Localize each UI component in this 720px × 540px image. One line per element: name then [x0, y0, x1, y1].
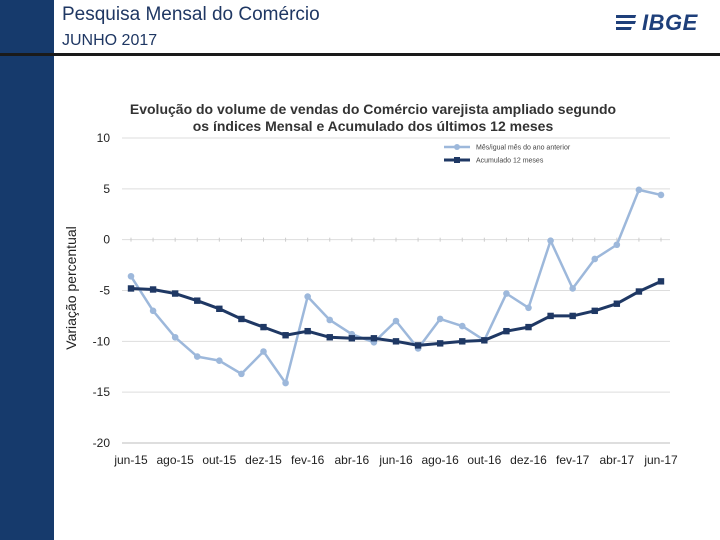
data-point-monthly	[569, 285, 576, 292]
y-axis-label: Variação percentual	[63, 226, 79, 349]
x-tick-label: abr-16	[334, 453, 369, 467]
chart-container: Evolução do volume de vendas do Comércio…	[58, 96, 688, 476]
data-point-accumulated	[525, 323, 532, 331]
data-point-accumulated	[635, 288, 643, 295]
data-point-monthly	[436, 315, 444, 323]
y-tick-label: 10	[97, 131, 111, 145]
data-point-accumulated	[414, 342, 422, 349]
legend-swatch-marker	[454, 157, 460, 163]
x-tick-label: out-15	[202, 453, 236, 467]
data-point-accumulated	[282, 332, 289, 339]
header-divider	[0, 53, 720, 56]
y-tick-label: 5	[103, 182, 110, 196]
x-tick-label: abr-17	[599, 453, 634, 467]
y-tick-label: 0	[103, 233, 110, 247]
data-point-monthly	[591, 255, 599, 263]
data-point-accumulated	[613, 300, 621, 307]
logo-text: IBGE	[642, 10, 698, 35]
line-chart: Evolução do volume de vendas do Comércio…	[63, 101, 678, 467]
ibge-logo-icon	[614, 15, 637, 30]
sidebar-band	[0, 0, 54, 540]
data-point-accumulated	[171, 290, 179, 297]
data-point-monthly	[127, 272, 135, 280]
slide-subtitle: JUNHO 2017	[62, 32, 158, 49]
data-point-monthly	[547, 237, 554, 244]
y-tick-label: -5	[99, 284, 110, 298]
data-point-accumulated	[194, 297, 201, 304]
data-point-monthly	[613, 241, 621, 249]
data-point-monthly	[326, 316, 334, 324]
data-point-accumulated	[127, 285, 135, 292]
data-point-monthly	[525, 304, 532, 312]
data-point-accumulated	[348, 335, 356, 342]
data-point-accumulated	[569, 312, 576, 320]
x-tick-label: ago-15	[156, 453, 194, 467]
chart-title-line2: os índices Mensal e Acumulado dos último…	[193, 118, 554, 134]
data-point-monthly	[216, 357, 223, 364]
data-point-accumulated	[392, 338, 400, 345]
x-tick-label: fev-16	[291, 453, 325, 467]
slide-title: Pesquisa Mensal do Comércio	[62, 4, 320, 25]
x-tick-label: fev-17	[556, 453, 590, 467]
y-tick-label: -20	[93, 436, 111, 450]
x-tick-label: ago-16	[421, 453, 459, 467]
data-point-monthly	[193, 353, 201, 360]
chart-title-line1: Evolução do volume de vendas do Comércio…	[130, 101, 616, 117]
data-point-accumulated	[326, 334, 333, 341]
data-point-accumulated	[547, 312, 554, 320]
ibge-logo: IBGE	[614, 10, 704, 36]
data-point-accumulated	[238, 315, 245, 323]
data-point-accumulated	[370, 335, 378, 342]
data-point-monthly	[392, 317, 400, 325]
data-point-accumulated	[657, 278, 665, 285]
data-point-accumulated	[216, 305, 223, 312]
data-point-monthly	[282, 379, 289, 387]
data-point-accumulated	[481, 337, 488, 344]
series-line-monthly	[129, 188, 662, 385]
x-tick-label: dez-15	[245, 453, 282, 467]
data-point-monthly	[149, 307, 157, 315]
x-tick-label: out-16	[467, 453, 501, 467]
y-tick-label: -10	[93, 334, 111, 348]
y-tick-label: -15	[93, 385, 111, 399]
data-point-monthly	[304, 293, 311, 300]
data-point-accumulated	[591, 307, 598, 315]
data-point-accumulated	[503, 327, 510, 335]
legend-label: Mês/igual mês do ano anterior	[476, 145, 571, 152]
data-point-accumulated	[459, 338, 466, 345]
x-tick-label: dez-16	[510, 453, 547, 467]
data-point-monthly	[635, 186, 643, 194]
data-point-monthly	[657, 191, 665, 199]
data-point-monthly	[260, 348, 267, 355]
x-tick-label: jun-16	[378, 453, 413, 467]
legend-swatch-marker	[454, 144, 460, 150]
data-point-accumulated	[260, 323, 267, 331]
data-point-monthly	[238, 370, 245, 378]
legend-label: Acumulado 12 meses	[476, 158, 544, 165]
data-point-monthly	[503, 290, 510, 297]
data-point-accumulated	[149, 286, 157, 293]
data-point-monthly	[171, 333, 179, 341]
data-point-monthly	[458, 322, 466, 330]
x-tick-label: jun-17	[643, 453, 678, 467]
data-point-accumulated	[304, 327, 311, 335]
x-tick-label: jun-15	[113, 453, 148, 467]
data-point-accumulated	[436, 340, 444, 347]
